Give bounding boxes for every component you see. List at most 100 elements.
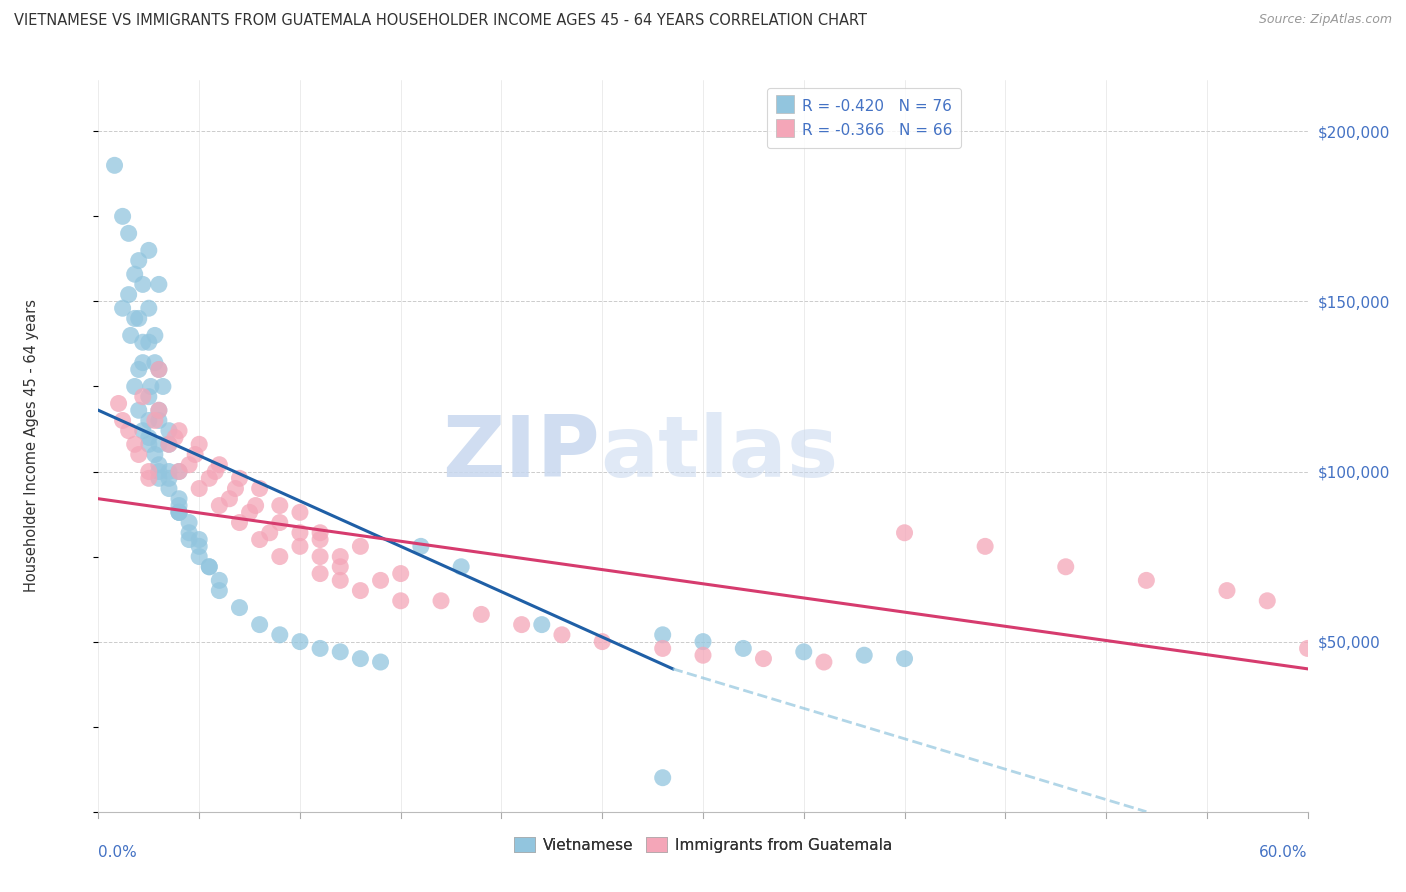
Point (510, 617, 533, 632)
Point (124, 437, 146, 451)
Point (651, 628, 673, 642)
Point (349, 651, 371, 665)
Point (228, 471, 250, 485)
Point (188, 540, 211, 554)
Point (167, 465, 190, 479)
Legend: Vietnamese, Immigrants from Guatemala: Vietnamese, Immigrants from Guatemala (508, 831, 898, 859)
Point (893, 525, 915, 540)
Point (138, 437, 160, 451)
Point (118, 287, 141, 301)
Point (752, 651, 775, 665)
Point (288, 525, 311, 540)
Point (179, 516, 201, 530)
Point (111, 301, 134, 316)
Point (1135, 574, 1157, 588)
Point (184, 448, 207, 462)
Point (188, 549, 211, 564)
Point (309, 641, 332, 656)
Point (245, 499, 267, 513)
Point (239, 505, 262, 519)
Point (259, 525, 281, 540)
Point (692, 648, 714, 663)
Point (138, 465, 160, 479)
Point (853, 648, 876, 663)
Point (450, 559, 472, 574)
Point (103, 158, 125, 172)
Point (157, 437, 180, 451)
Point (138, 301, 160, 316)
Point (551, 628, 574, 642)
Point (167, 465, 190, 479)
Point (309, 533, 332, 547)
Point (198, 559, 221, 574)
Point (148, 458, 170, 472)
Point (148, 403, 170, 417)
Point (208, 458, 231, 472)
Point (733, 641, 755, 656)
Point (309, 549, 332, 564)
Point (132, 424, 155, 438)
Point (124, 311, 146, 326)
Point (288, 505, 311, 519)
Point (370, 655, 392, 669)
Point (179, 533, 201, 547)
Point (530, 617, 553, 632)
Point (107, 396, 129, 410)
Point (124, 379, 146, 393)
Point (893, 651, 915, 665)
Point (224, 482, 246, 496)
Point (128, 253, 150, 268)
Point (138, 390, 160, 404)
Point (188, 482, 211, 496)
Point (167, 491, 190, 506)
Point (148, 471, 170, 485)
Point (138, 430, 160, 444)
Point (132, 335, 155, 350)
Point (139, 379, 162, 393)
Point (128, 403, 150, 417)
Point (288, 540, 311, 554)
Point (132, 390, 155, 404)
Point (148, 362, 170, 376)
Point (157, 437, 180, 451)
Point (1256, 594, 1278, 608)
Point (167, 505, 190, 519)
Point (269, 549, 291, 564)
Text: Householder Income Ages 45 - 64 years: Householder Income Ages 45 - 64 years (24, 300, 39, 592)
Point (329, 559, 352, 574)
Text: atlas: atlas (600, 412, 838, 495)
Point (288, 634, 311, 648)
Point (157, 424, 180, 438)
Point (389, 594, 412, 608)
Point (157, 465, 180, 479)
Text: VIETNAMESE VS IMMIGRANTS FROM GUATEMALA HOUSEHOLDER INCOME AGES 45 - 64 YEARS CO: VIETNAMESE VS IMMIGRANTS FROM GUATEMALA … (14, 13, 868, 29)
Point (198, 471, 221, 485)
Point (1296, 641, 1319, 656)
Point (118, 424, 141, 438)
Point (167, 424, 190, 438)
Point (179, 458, 201, 472)
Point (143, 328, 166, 343)
Text: 60.0%: 60.0% (1260, 845, 1308, 860)
Point (128, 362, 150, 376)
Point (269, 628, 291, 642)
Point (132, 356, 155, 370)
Point (143, 413, 166, 427)
Point (370, 574, 392, 588)
Point (143, 356, 166, 370)
Point (249, 617, 271, 632)
Point (389, 566, 412, 581)
Point (148, 403, 170, 417)
Point (167, 505, 190, 519)
Point (204, 465, 226, 479)
Point (118, 227, 141, 241)
Text: ZIP: ZIP (443, 412, 600, 495)
Point (157, 471, 180, 485)
Point (179, 525, 201, 540)
Point (269, 516, 291, 530)
Point (148, 362, 170, 376)
Point (148, 413, 170, 427)
Point (218, 491, 240, 506)
Point (152, 379, 174, 393)
Point (249, 533, 271, 547)
